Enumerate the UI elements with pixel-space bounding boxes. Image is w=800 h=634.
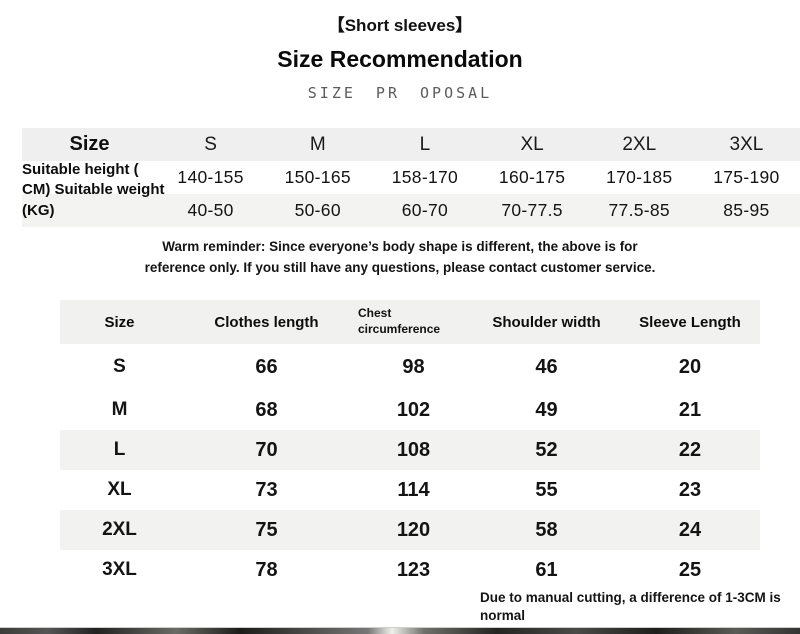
height-range-value: 150-165 — [284, 167, 351, 187]
page-title: Size Recommendation — [277, 46, 523, 72]
weight-range-value: 85-95 — [723, 200, 770, 220]
table-row: 3XL 78 123 61 25 — [60, 550, 760, 590]
size-column-header: S — [204, 133, 217, 155]
size-column-header: 3XL — [729, 133, 764, 155]
warm-reminder: Warm reminder: Since everyone’s body sha… — [0, 237, 800, 279]
weight-range-value: 40-50 — [187, 200, 234, 220]
row-size-label: L — [113, 439, 126, 460]
col-header-clothes-length: Clothes length — [214, 313, 319, 331]
sleeve-length-value: 23 — [678, 478, 702, 501]
row-size-label: M — [111, 399, 128, 420]
sleeve-length-value: 24 — [678, 518, 702, 541]
weight-range-value: 50-60 — [294, 200, 341, 220]
size-recommendation-table: Size S M L XL 2XL 3XL 140-155 150-165 15… — [22, 128, 800, 227]
weight-range-value: 77.5-85 — [608, 200, 670, 220]
shoulder-width-value: 52 — [535, 438, 558, 461]
chest-circumference-value: 114 — [397, 478, 430, 501]
clothes-length-value: 78 — [255, 558, 278, 581]
shoulder-width-value: 55 — [535, 478, 558, 501]
chest-circumference-value: 102 — [396, 398, 431, 421]
warm-reminder-line1: Warm reminder: Since everyone’s body sha… — [162, 239, 638, 254]
table-row: S 66 98 46 20 — [60, 344, 760, 390]
size-column-header: 2XL — [622, 133, 657, 155]
shoulder-width-value: 49 — [535, 398, 558, 421]
chest-circumference-value: 123 — [396, 558, 431, 581]
height-range-value: 160-175 — [498, 167, 566, 187]
weight-range-value: 70-77.5 — [501, 200, 563, 220]
sleeve-length-value: 21 — [678, 398, 702, 421]
table-row: XL 73 114 55 23 — [60, 470, 760, 510]
bottom-image-edge — [0, 627, 800, 634]
clothes-length-value: 68 — [255, 398, 278, 421]
row-size-label: XL — [107, 479, 132, 500]
shoulder-width-value: 61 — [535, 558, 558, 581]
shoulder-width-value: 46 — [535, 355, 558, 378]
height-range-value: 158-170 — [391, 167, 459, 187]
measurements-table: Size Clothes length Chest circumference … — [60, 300, 760, 590]
height-range-row: 140-155 150-165 158-170 160-175 170-185 … — [22, 161, 800, 194]
warm-reminder-line2: reference only. If you still have any qu… — [144, 259, 656, 275]
chest-circumference-value: 120 — [396, 518, 431, 541]
table-row: M 68 102 49 21 — [60, 390, 760, 430]
size-column-header: XL — [520, 133, 544, 155]
col-header-chest-circumference: Chest circumference — [358, 306, 441, 336]
chest-circumference-value: 98 — [402, 355, 425, 378]
product-variant-tag: 【Short sleeves】 — [327, 16, 473, 35]
height-range-value: 140-155 — [177, 167, 244, 187]
cutting-tolerance-note: Due to manual cutting, a difference of 1… — [480, 590, 781, 624]
row-size-label: 2XL — [102, 519, 137, 540]
page-subtitle: SIZE PR OPOSAL — [307, 84, 493, 102]
col-header-size: Size — [104, 313, 135, 331]
measurements-header-row: Size Clothes length Chest circumference … — [60, 300, 760, 344]
sleeve-length-value: 20 — [678, 355, 702, 378]
height-range-value: 170-185 — [606, 167, 673, 187]
row-size-label: S — [113, 356, 126, 377]
shoulder-width-value: 58 — [535, 518, 558, 541]
clothes-length-value: 70 — [255, 438, 278, 461]
sleeve-length-value: 22 — [678, 438, 702, 461]
col-header-sleeve-length: Sleeve Length — [639, 313, 741, 331]
table-row: 2XL 75 120 58 24 — [60, 510, 760, 550]
sleeve-length-value: 25 — [678, 558, 702, 581]
weight-range-row: 40-50 50-60 60-70 70-77.5 77.5-85 85-95 — [22, 194, 800, 227]
size-column-header: M — [309, 133, 326, 155]
height-range-value: 175-190 — [713, 167, 780, 187]
table-row: L 70 108 52 22 — [60, 430, 760, 470]
clothes-length-value: 73 — [255, 478, 278, 501]
chest-circumference-value: 108 — [396, 438, 431, 461]
clothes-length-value: 66 — [255, 355, 278, 378]
clothes-length-value: 75 — [255, 518, 278, 541]
size-table-row-label: Suitable height ( CM) Suitable weight (K… — [22, 161, 165, 219]
size-table-corner-label: Size — [69, 133, 110, 155]
size-table-header-row: Size S M L XL 2XL 3XL — [22, 128, 800, 161]
size-column-header: L — [419, 133, 431, 155]
row-size-label: 3XL — [102, 559, 137, 580]
weight-range-value: 60-70 — [401, 200, 449, 220]
col-header-shoulder-width: Shoulder width — [492, 313, 601, 331]
